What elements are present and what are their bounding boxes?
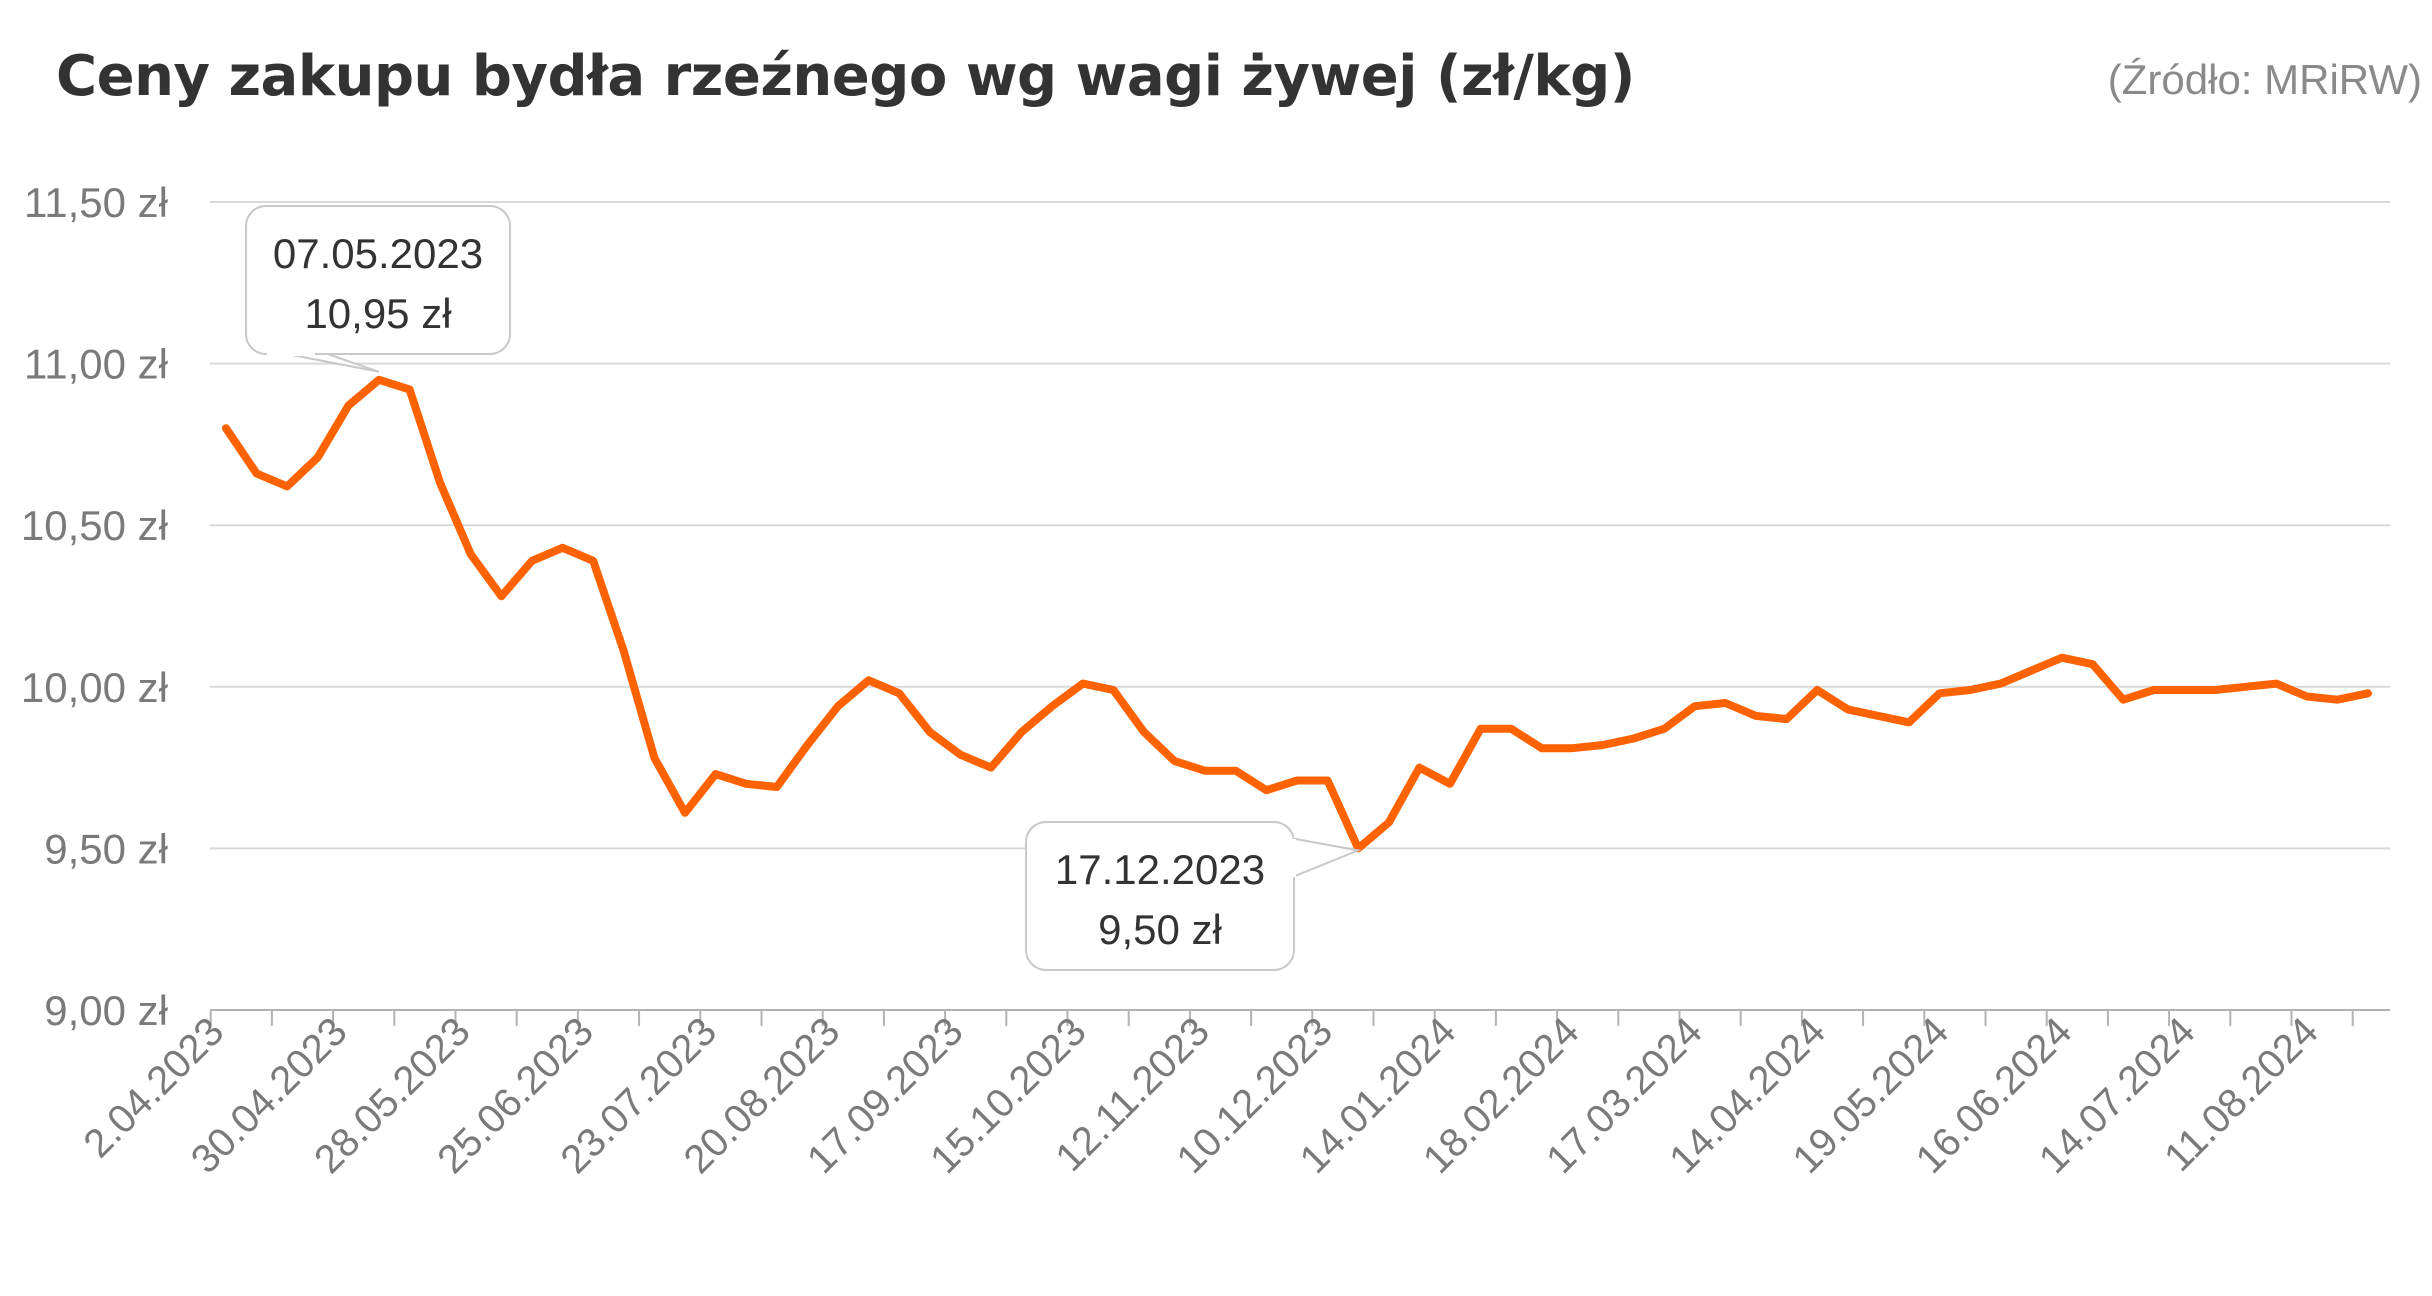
source-note: (Źródło: MRiRW) [2107, 56, 2422, 103]
annotation-value: 9,50 zł [1098, 906, 1222, 953]
annotation-callout: 17.12.2023 9,50 zł [1025, 821, 1362, 971]
annotations: 07.05.2023 10,95 zł 17.12.2023 9,50 zł [245, 205, 1362, 971]
y-tick-label: 10,00 zł [21, 664, 169, 711]
grid-lines [210, 201, 2390, 850]
chart-title: Ceny zakupu bydła rzeźnego wg wagi żywej… [56, 44, 1635, 109]
annotation-date: 17.12.2023 [1055, 846, 1265, 893]
y-tick-label: 11,00 zł [24, 341, 169, 388]
y-tick-label: 11,50 zł [24, 179, 169, 226]
y-tick-label: 9,00 zł [44, 987, 168, 1034]
series-line [222, 375, 2372, 853]
annotation-callout: 07.05.2023 10,95 zł [245, 205, 511, 373]
x-axis: 2.04.202330.04.202328.05.202325.06.20232… [75, 1009, 2390, 1182]
y-tick-label: 10,50 zł [21, 502, 169, 549]
price-series [222, 375, 2372, 853]
callout-pointer [1289, 836, 1362, 880]
y-tick-label: 9,50 zł [44, 825, 168, 872]
callout-box [1025, 821, 1295, 971]
annotation-date: 07.05.2023 [273, 230, 483, 277]
annotation-value: 10,95 zł [304, 290, 452, 337]
y-axis-tick-labels: 9,00 zł 9,50 zł 10,00 zł 10,50 zł 11,00 zł 11… [21, 179, 169, 1034]
callout-box [245, 205, 511, 355]
